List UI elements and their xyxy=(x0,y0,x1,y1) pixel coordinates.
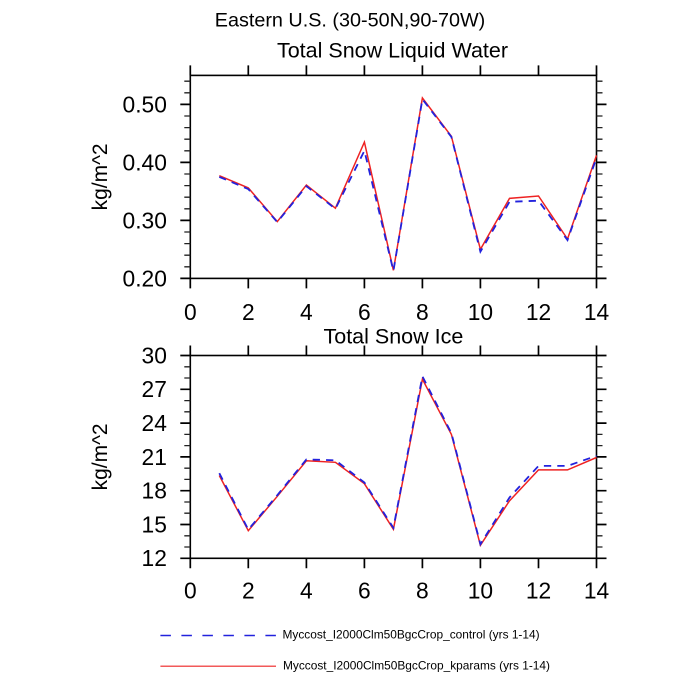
svg-text:8: 8 xyxy=(416,578,429,604)
svg-text:14: 14 xyxy=(584,578,610,604)
svg-text:4: 4 xyxy=(300,578,313,604)
svg-text:kg/m^2: kg/m^2 xyxy=(89,143,112,210)
svg-text:Total Snow Liquid Water: Total Snow Liquid Water xyxy=(277,39,508,63)
svg-text:Eastern U.S. (30-50N,90-70W): Eastern U.S. (30-50N,90-70W) xyxy=(215,9,485,31)
svg-text:2: 2 xyxy=(242,299,255,325)
svg-text:21: 21 xyxy=(142,444,167,470)
svg-text:15: 15 xyxy=(142,511,167,537)
svg-text:10: 10 xyxy=(468,299,493,325)
svg-text:12: 12 xyxy=(526,578,551,604)
svg-text:Myccost_I2000Clm50BgcCrop_kpar: Myccost_I2000Clm50BgcCrop_kparams (yrs 1… xyxy=(283,658,550,672)
svg-text:30: 30 xyxy=(142,342,167,368)
svg-text:6: 6 xyxy=(358,299,371,325)
svg-text:14: 14 xyxy=(584,299,610,325)
svg-text:12: 12 xyxy=(142,545,167,571)
svg-text:0.20: 0.20 xyxy=(123,265,167,291)
svg-text:Total Snow Ice: Total Snow Ice xyxy=(323,324,463,348)
svg-text:24: 24 xyxy=(142,410,168,436)
svg-text:6: 6 xyxy=(358,578,371,604)
svg-text:0.50: 0.50 xyxy=(123,91,167,117)
svg-text:0.30: 0.30 xyxy=(123,207,167,233)
svg-text:27: 27 xyxy=(142,376,167,402)
svg-text:4: 4 xyxy=(300,299,313,325)
svg-text:10: 10 xyxy=(468,578,493,604)
svg-text:18: 18 xyxy=(142,478,167,504)
svg-text:0.40: 0.40 xyxy=(123,149,167,175)
svg-text:12: 12 xyxy=(526,299,551,325)
svg-text:8: 8 xyxy=(416,299,429,325)
svg-text:Myccost_I2000Clm50BgcCrop_cont: Myccost_I2000Clm50BgcCrop_control (yrs 1… xyxy=(283,628,540,642)
svg-text:0: 0 xyxy=(184,299,197,325)
svg-text:kg/m^2: kg/m^2 xyxy=(89,423,112,490)
svg-text:2: 2 xyxy=(242,578,255,604)
svg-text:0: 0 xyxy=(184,578,197,604)
